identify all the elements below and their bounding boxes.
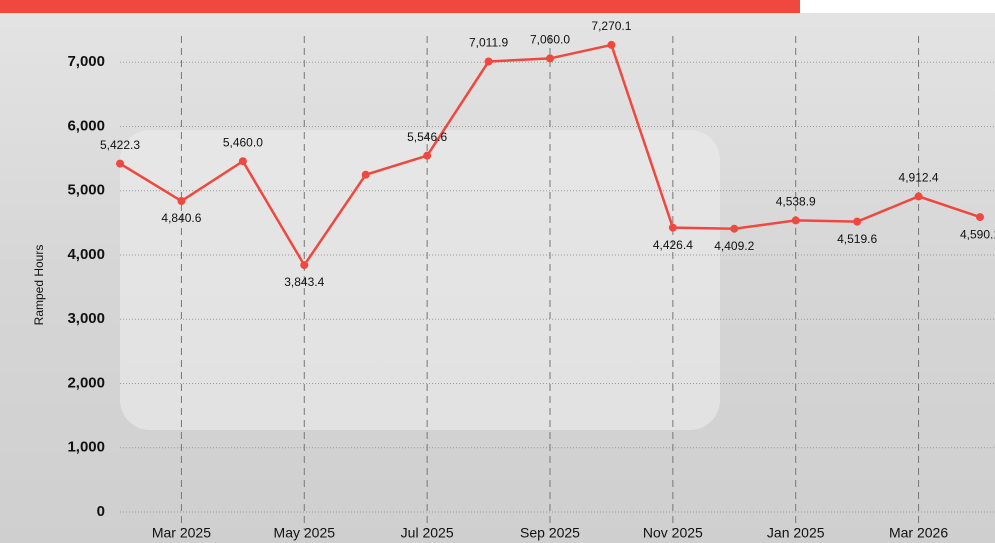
y-tick-label: 0: [97, 503, 105, 520]
y-tick-label: 5,000: [67, 182, 105, 199]
y-tick-label: 6,000: [67, 117, 105, 134]
data-label: 7,270.1: [591, 19, 631, 33]
header-bar: [0, 0, 800, 13]
data-label: 4,590.1: [960, 227, 995, 241]
point: [177, 197, 185, 205]
data-label: 5,422.3: [100, 138, 140, 152]
y-tick-label: 2,000: [67, 374, 105, 391]
y-tick-label: 1,000: [67, 439, 105, 456]
header-space: [800, 0, 995, 13]
data-label: 4,519.6: [837, 232, 877, 246]
y-tick-label: 3,000: [67, 310, 105, 327]
x-tick-label: Jan 2025: [767, 525, 825, 541]
point: [730, 225, 738, 233]
x-tick-label: Nov 2025: [643, 525, 703, 541]
point: [853, 218, 861, 226]
point: [669, 224, 677, 232]
data-label: 4,409.2: [714, 239, 754, 253]
data-label: 5,546.6: [407, 130, 447, 144]
data-label: 4,840.6: [161, 211, 201, 225]
point: [546, 54, 554, 62]
point: [915, 192, 923, 200]
page: Ramped Hours 0 1,000 2,000 3,000 4,000 5,000 6…: [0, 0, 995, 543]
x-tick-label: May 2025: [274, 525, 336, 541]
y-tick-label: 4,000: [67, 246, 105, 263]
point: [485, 58, 493, 66]
chart: Ramped Hours 0 1,000 2,000 3,000 4,000 5,000 6…: [0, 0, 995, 543]
data-label: 4,426.4: [653, 238, 693, 252]
data-label: 4,538.9: [776, 195, 816, 209]
point: [423, 152, 431, 160]
point: [976, 213, 984, 221]
point: [300, 261, 308, 269]
x-tick-label: Jul 2025: [401, 525, 454, 541]
x-tick-label: Mar 2025: [152, 525, 211, 541]
point: [362, 171, 370, 179]
y-axis-label: Ramped Hours: [32, 245, 46, 326]
data-label: 7,011.9: [469, 36, 508, 50]
x-tick-label: Mar 2026: [889, 525, 948, 541]
data-label: 5,460.0: [223, 135, 263, 149]
point: [116, 160, 124, 168]
x-tick-label: Sep 2025: [520, 525, 580, 541]
data-label: 7,060.0: [530, 33, 570, 47]
background-vehicle: [120, 130, 720, 430]
data-label: 3,843.4: [284, 275, 324, 289]
point: [792, 216, 800, 224]
point: [607, 41, 615, 49]
data-label: 4,912.4: [899, 171, 939, 185]
y-tick-label: 7,000: [67, 53, 105, 70]
point: [239, 157, 247, 165]
